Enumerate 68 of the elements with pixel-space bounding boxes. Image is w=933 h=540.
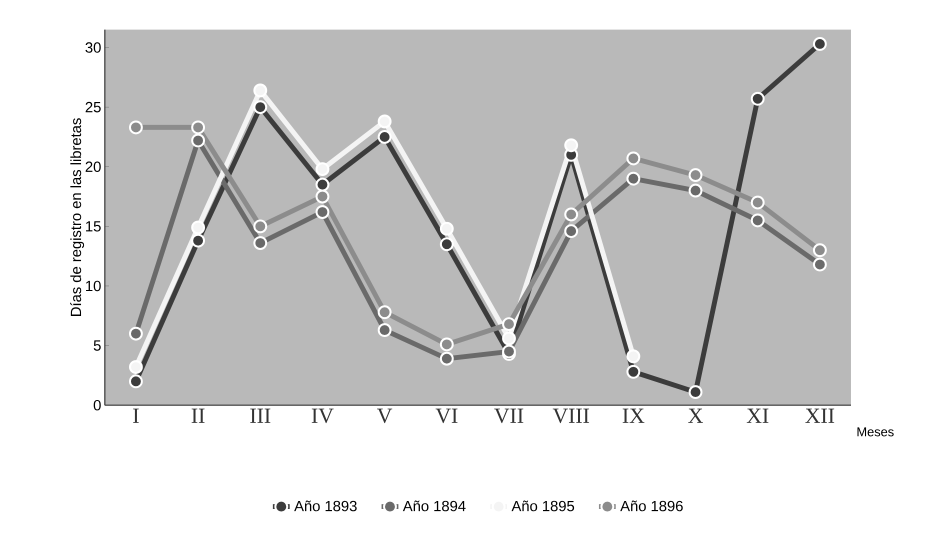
point <box>129 374 143 388</box>
legend-label: Año 1894 <box>402 500 466 512</box>
y-axis-title: Días de registro en las libretas <box>70 118 84 316</box>
y-tick-label: 0 <box>94 400 101 411</box>
point <box>564 138 578 152</box>
legend-label: Año 1893 <box>294 500 357 512</box>
point <box>750 92 765 106</box>
point <box>316 205 330 220</box>
x-axis-title: Meses <box>857 428 894 437</box>
point <box>191 134 206 148</box>
x-tick-label: V <box>377 408 392 424</box>
y-tick-label: 15 <box>86 221 101 232</box>
y-tick-label: 5 <box>94 340 101 351</box>
point <box>750 214 765 228</box>
x-tick-label: VIII <box>552 408 590 424</box>
x-tick-label: X <box>688 408 703 424</box>
point <box>378 305 392 320</box>
y-tick-label: 25 <box>86 102 101 113</box>
point <box>688 184 702 198</box>
point <box>440 238 454 252</box>
point <box>440 222 454 236</box>
point <box>129 120 143 135</box>
point <box>253 100 268 114</box>
point <box>191 120 206 135</box>
point <box>812 243 827 258</box>
point <box>316 178 330 192</box>
x-tick-label: XI <box>746 408 768 424</box>
x-tick-label: XII <box>805 408 834 424</box>
point <box>564 208 578 222</box>
point <box>812 258 827 272</box>
point <box>253 220 268 234</box>
x-tick-label: IV <box>312 408 334 424</box>
point <box>626 365 640 379</box>
x-tick-label: II <box>192 408 205 424</box>
point <box>812 37 827 52</box>
x-tick-label: III <box>250 408 270 424</box>
point <box>502 317 516 332</box>
x-tick-label: VII <box>494 408 524 424</box>
point <box>440 352 454 366</box>
point <box>502 344 516 359</box>
legend-label: Año 1896 <box>620 500 683 512</box>
point <box>129 326 143 341</box>
point <box>440 338 454 352</box>
point <box>316 190 330 204</box>
point <box>688 385 702 400</box>
point <box>378 130 392 144</box>
y-tick-label: 30 <box>85 42 101 53</box>
x-tick-label: I <box>133 408 139 424</box>
point <box>688 168 702 182</box>
point <box>626 350 640 364</box>
point <box>502 332 516 346</box>
point <box>750 196 765 210</box>
point <box>378 323 392 338</box>
y-tick-label: 10 <box>86 280 101 292</box>
point <box>378 114 392 129</box>
x-tick-label: IX <box>622 408 644 424</box>
point <box>191 234 206 248</box>
point <box>564 224 578 238</box>
point <box>626 172 640 186</box>
point <box>253 84 268 98</box>
point <box>129 360 143 374</box>
point <box>253 236 268 250</box>
point <box>316 162 330 176</box>
y-tick-label: 20 <box>86 162 101 172</box>
legend-label: Año 1895 <box>512 500 574 512</box>
x-tick-label: VI <box>436 408 458 424</box>
point <box>191 220 206 235</box>
point <box>626 152 640 166</box>
